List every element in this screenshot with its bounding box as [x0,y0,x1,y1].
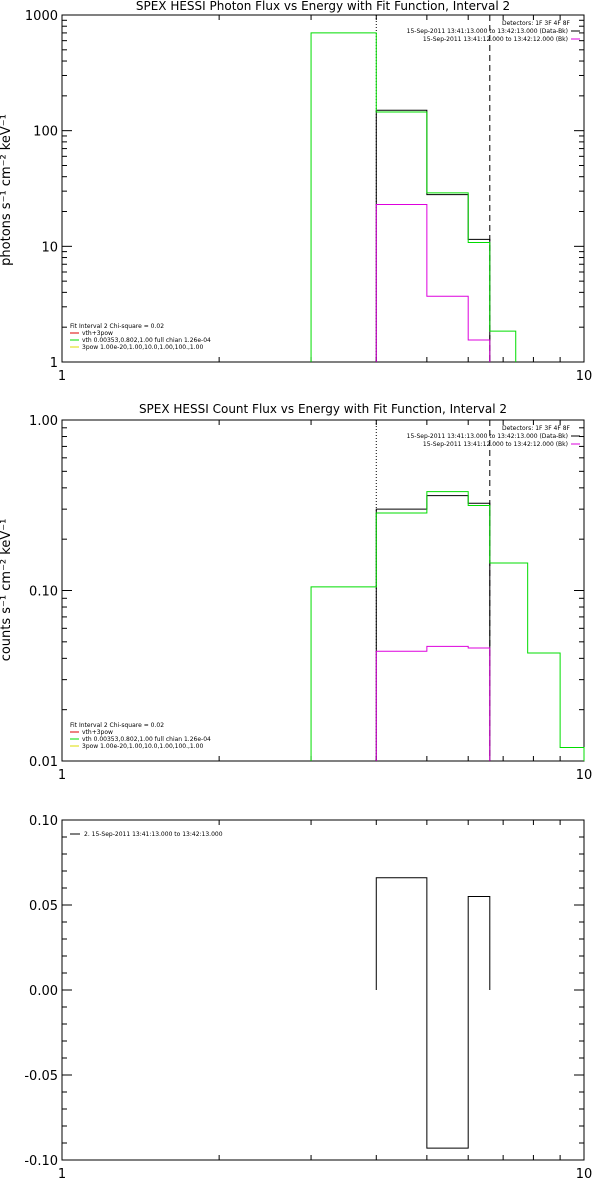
y-tick-label: 10 [41,240,58,255]
y-tick-label: 0.01 [29,755,58,770]
histogram-series [375,203,491,362]
x-tick-label: 10 [576,768,593,783]
histogram-series [375,645,491,761]
fit-legend-entry: vth+3pow [82,729,113,736]
legend-entry-label: 15-Sep-2011 13:41:13.000 to 13:42:13.000… [407,28,568,35]
residuals-panel: 1 10 -0.10 -0.05 0.00 0.05 0.10 2. 15-Sep-2011 … [24,814,592,1182]
fit-legend-entry: 3pow 1.00e-20,1.00,10.0,1.00,100.,1.00 [82,743,203,750]
fit-legend-header: Fit Interval 2 Chi-square = 0.02 [70,323,164,330]
y-tick-label: -0.05 [24,1069,58,1084]
y-tick-label: 0.10 [29,585,58,600]
chart-title: SPEX HESSI Count Flux vs Energy with Fit… [139,402,507,416]
count-flux-panel: SPEX HESSI Count Flux vs Energy with Fit… [0,402,592,783]
y-axis-label: counts s⁻¹ cm⁻² keV⁻¹ [0,519,14,662]
y-tick-label: 1 [50,356,58,371]
x-tick-label: 1 [58,1167,66,1182]
y-tick-label: 1.00 [29,414,58,429]
x-tick-label: 1 [58,369,66,384]
photon-flux-panel: SPEX HESSI Photon Flux vs Energy with Fi… [0,0,592,384]
plot-frame [61,819,585,1161]
histogram-series [310,32,517,362]
y-tick-label: 0.00 [29,984,58,999]
x-tick-label: 10 [576,369,593,384]
residual-legend-entry: 2. 15-Sep-2011 13:41:13.000 to 13:42:13.… [84,831,223,838]
fit-legend-entry: vth 0.00353,0.802,1.00 full chian 1.26e-… [82,736,211,743]
legend-header: Detectors: 1F 3F 4F 8F [502,425,571,432]
legend-entry-label: 15-Sep-2011 13:41:13.000 to 13:42:13.000… [407,433,568,440]
legend-entry-label: 15-Sep-2011 13:41:12.000 to 13:42:12.000… [423,441,568,448]
fit-legend-entry: 3pow 1.00e-20,1.00,10.0,1.00,100.,1.00 [82,344,203,351]
plot-frame [61,14,585,363]
y-tick-label: 0.10 [29,814,58,829]
chart-title: SPEX HESSI Photon Flux vs Energy with Fi… [136,0,510,13]
histogram-series [375,109,491,362]
y-tick-label: -0.10 [24,1154,58,1169]
legend-entry-label: 15-Sep-2011 13:41:12.000 to 13:42:12.000… [423,36,568,43]
x-tick-label: 1 [58,768,66,783]
x-tick-label: 10 [576,1167,593,1182]
histogram-series [375,877,491,1149]
histogram-series [375,495,491,761]
fit-legend-entry: vth 0.00353,0.802,1.00 full chian 1.26e-… [82,337,211,344]
y-axis-label: photons s⁻¹ cm⁻² keV⁻¹ [0,114,14,266]
fit-legend-entry: vth+3pow [82,330,113,337]
y-tick-label: 100 [33,125,58,140]
histogram-series [310,491,585,761]
y-tick-label: 1000 [25,9,58,24]
fit-legend-header: Fit Interval 2 Chi-square = 0.02 [70,722,164,729]
y-tick-label: 0.05 [29,899,58,914]
legend-header: Detectors: 1F 3F 4F 8F [502,20,571,27]
plot-frame [61,419,585,762]
